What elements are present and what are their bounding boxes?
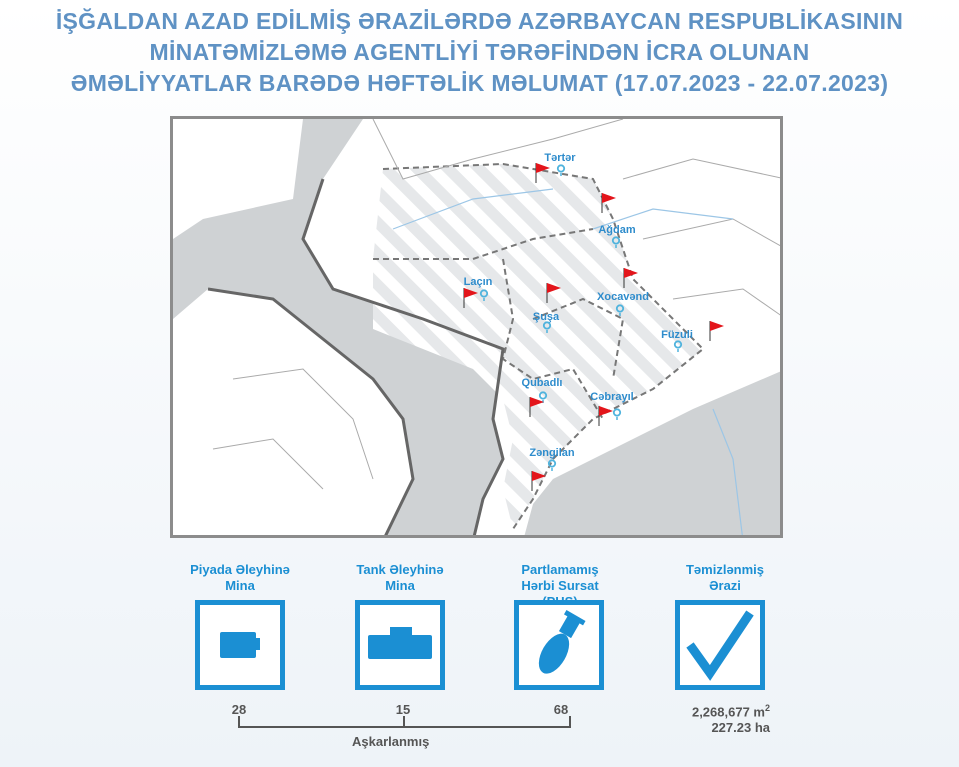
map: Tərtər Ağdam Laçın Şuşa Xocavənd Füzuli … [170,116,783,538]
red-flag-icon [531,471,546,491]
region-label: Cəbrayıl [590,391,634,403]
bomb-icon [538,610,586,674]
region-label: Zəngilan [529,447,575,459]
detected-bracket [238,716,571,728]
region-label: Füzuli [661,329,693,341]
location-pin-icon [612,408,622,420]
detected-count: 28 [231,702,247,717]
region-label: Xocavənd [597,291,649,303]
category-label: Piyada Əleyhinə Mina [190,562,290,593]
red-flag-icon [546,283,561,303]
cleared-ha: 227.23 ha [711,720,770,736]
detected-count: 68 [553,702,569,717]
red-flag-icon [535,163,550,183]
red-flag-icon [463,288,478,308]
region-label: Qubadlı [521,377,563,389]
red-flag-icon [601,193,616,213]
red-flag-icon [529,397,544,417]
title-line: ƏMƏLİYYATLAR BARƏDƏ HƏFTƏLİK MƏLUMAT (17… [70,70,889,96]
red-flag-icon [623,268,638,288]
region-label: Laçın [463,276,493,288]
category-box [195,600,285,690]
location-pin-icon [615,304,625,316]
cleared-area: 2,268,677 m2 227.23 ha [660,700,770,736]
anti-tank-mine-icon [368,627,432,659]
location-pin-icon [673,340,683,352]
detected-label: Aşkarlanmış [352,734,430,749]
cleared-m2: 2,268,677 m [691,704,765,720]
location-pin-icon [542,321,552,333]
region-label: Ağdam [598,224,636,236]
location-pin-icon [556,164,566,176]
category-label: Təmizlənmiş Ərazi [685,562,765,593]
location-pin-icon [547,459,557,471]
location-pin-icon [538,391,548,403]
detected-bracket-tick [403,716,405,726]
category-box [514,600,604,690]
cleared-m2-sup: 2 [764,703,770,713]
title-line: MİNATƏMİZLƏMƏ AGENTLİYİ TƏRƏFİNDƏN İCRA … [149,39,810,65]
red-flag-icon [598,406,613,426]
location-pin-icon [611,236,621,248]
category-box [675,600,765,690]
checkmark-icon [686,610,754,681]
page-title: İŞĞALDAN AZAD EDİLMİŞ ƏRAZİLƏRDƏ AZƏRBAY… [0,6,959,99]
location-pin-icon [479,289,489,301]
title-line: İŞĞALDAN AZAD EDİLMİŞ ƏRAZİLƏRDƏ AZƏRBAY… [55,8,904,34]
anti-personnel-mine-icon [220,632,260,658]
region-label: Şuşa [532,311,560,323]
category-box [355,600,445,690]
red-flag-icon [709,321,724,341]
region-label: Tərtər [544,152,576,164]
detected-count: 15 [395,702,411,717]
category-label: Tank Əleyhinə Mina [356,562,444,593]
